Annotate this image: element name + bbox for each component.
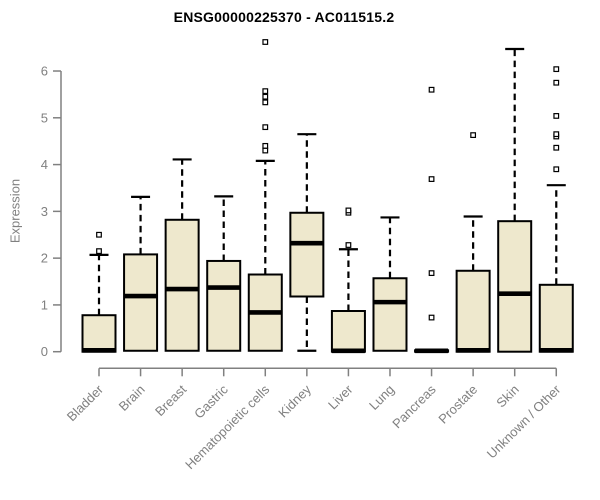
outlier-point	[428, 314, 435, 321]
box-lung	[372, 216, 408, 352]
y-tick-label: 5	[41, 110, 48, 125]
y-tick-label: 3	[41, 204, 48, 219]
y-tick-label: 6	[41, 64, 48, 79]
outlier-point	[262, 142, 269, 149]
iqr-box	[164, 218, 200, 352]
iqr-box	[289, 211, 325, 298]
iqr-box	[372, 277, 408, 352]
iqr-box	[123, 253, 159, 352]
category-label: Prostate	[435, 382, 480, 427]
iqr-box	[538, 283, 574, 353]
chart-title: ENSG00000225370 - AC011515.2	[173, 9, 395, 25]
box-bladder	[81, 231, 117, 353]
y-tick-label: 4	[41, 157, 48, 172]
box-skin	[497, 47, 533, 353]
category-label: Gastric	[191, 381, 231, 421]
iqr-box	[497, 220, 533, 353]
category-label: Liver	[325, 381, 356, 412]
box-prostate	[455, 132, 491, 353]
box-brain	[123, 195, 159, 352]
category-label: Brain	[116, 382, 148, 414]
box-kidney	[289, 133, 325, 352]
category-label: Unknown / Other	[484, 381, 564, 461]
category-label: Bladder	[64, 381, 107, 424]
outlier-point	[428, 270, 435, 277]
category-label: Kidney	[275, 381, 314, 420]
outlier-point	[553, 166, 560, 173]
iqr-box	[81, 314, 117, 353]
box-hematopoietic-cells	[247, 39, 283, 352]
category-label: Pancreas	[389, 381, 439, 431]
outlier-point	[262, 39, 269, 45]
category-label: Breast	[152, 382, 189, 419]
outlier-point	[553, 66, 560, 73]
box-liver	[330, 207, 366, 354]
box-unknown-other	[538, 66, 574, 353]
outlier-point	[262, 88, 269, 95]
outlier-point	[470, 132, 477, 139]
outlier-point	[553, 113, 560, 119]
outlier-point	[553, 131, 560, 138]
outlier-point	[345, 242, 352, 248]
outlier-point	[428, 176, 435, 182]
outlier-point	[262, 124, 269, 131]
category-label: Skin	[493, 382, 521, 410]
box-pancreas	[414, 86, 450, 354]
outlier-point	[96, 231, 102, 238]
iqr-box	[330, 310, 366, 353]
outlier-point	[262, 99, 269, 106]
box-gastric	[206, 195, 242, 352]
category-label: Lung	[366, 382, 397, 413]
outlier-point	[262, 147, 269, 154]
iqr-box	[206, 259, 242, 352]
outlier-point	[428, 86, 435, 93]
y-axis: 0 1 2 3 4 5 6	[41, 64, 62, 359]
outlier-point	[96, 248, 102, 255]
outlier-point	[345, 207, 352, 214]
y-tick-label: 2	[41, 251, 48, 266]
outlier-point	[262, 93, 269, 100]
iqr-box	[455, 269, 491, 353]
outlier-point	[553, 144, 560, 151]
y-tick-label: 1	[41, 297, 48, 312]
outlier-point	[553, 79, 560, 86]
y-tick-label: 0	[41, 344, 48, 359]
box-breast	[164, 158, 200, 352]
